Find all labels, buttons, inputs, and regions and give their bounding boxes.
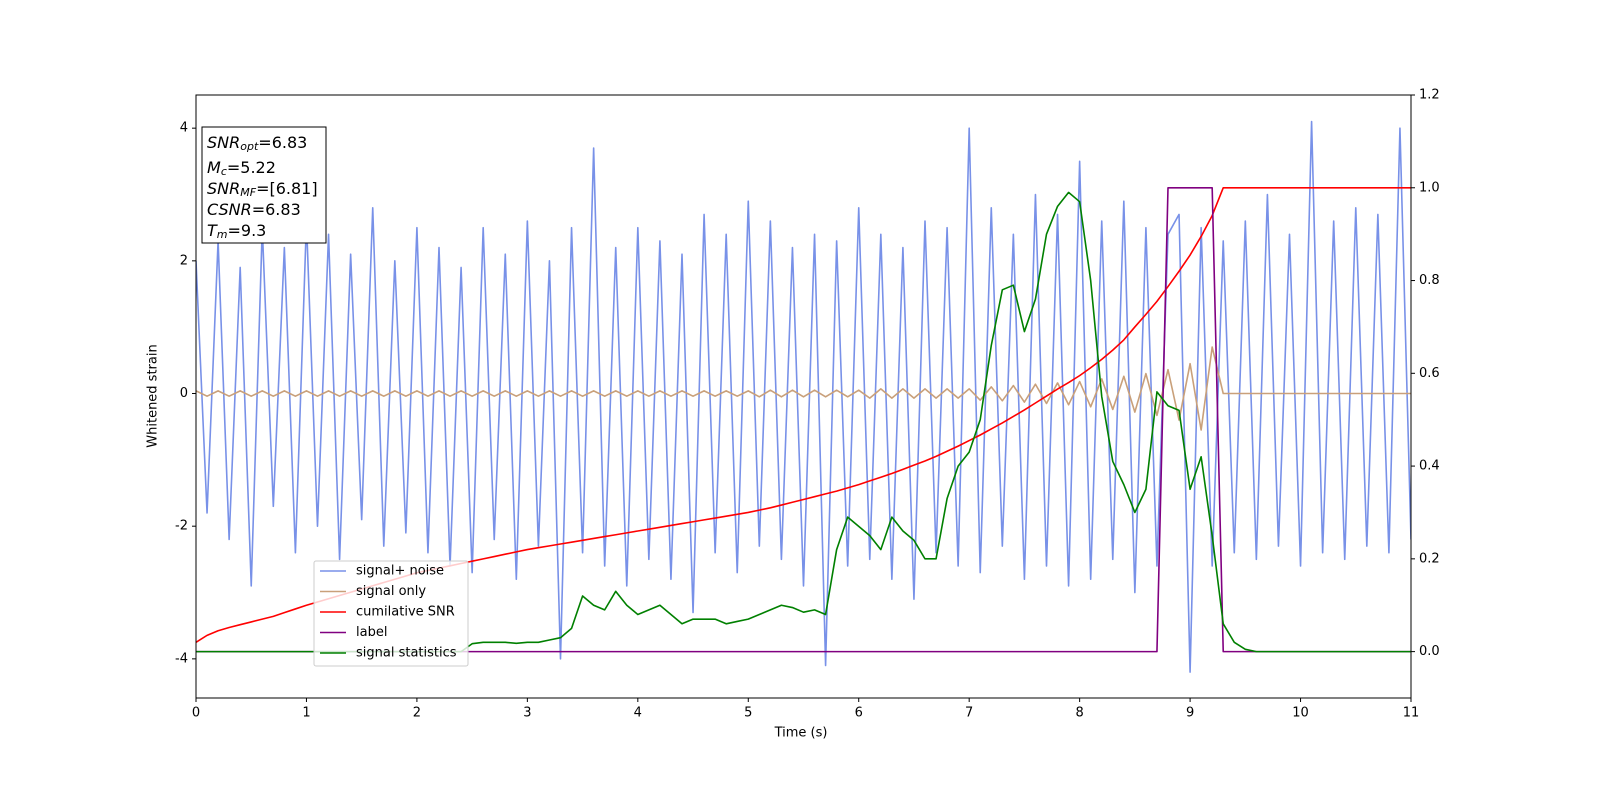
y2-tick-label: 0.8 bbox=[1419, 273, 1440, 288]
annotation: SNRMF=[6.81] bbox=[207, 179, 318, 200]
annotation-text: =5.22 bbox=[227, 158, 276, 177]
annotation: Mc=5.22 bbox=[207, 158, 276, 179]
annotation-name: M bbox=[207, 158, 221, 177]
annotation-sub: c bbox=[221, 165, 227, 178]
legend-label: signal+ noise bbox=[356, 564, 444, 579]
legend-label: signal statistics bbox=[356, 646, 457, 661]
annotation-name: SNR bbox=[207, 179, 240, 198]
y-tick-label: -2 bbox=[175, 519, 188, 534]
legend-label: label bbox=[356, 625, 387, 640]
y2-tick-label: 0.4 bbox=[1419, 459, 1440, 474]
annotation-text: =6.83 bbox=[252, 200, 301, 219]
x-tick-label: 10 bbox=[1292, 706, 1309, 721]
legend: signal+ noise signal only cumilative SNR la… bbox=[313, 560, 469, 667]
x-tick-label: 5 bbox=[744, 706, 752, 721]
annotation-sub: opt bbox=[240, 140, 259, 153]
x-tick-label: 8 bbox=[1075, 706, 1083, 721]
legend-frame bbox=[313, 560, 469, 667]
y2-tick-label: 0.0 bbox=[1419, 644, 1440, 659]
x-tick-label: 11 bbox=[1403, 706, 1420, 721]
annotation-sub: m bbox=[217, 228, 228, 241]
annotation-name: T bbox=[207, 221, 218, 240]
y-tick-label: 0 bbox=[180, 386, 188, 401]
x-tick-label: 3 bbox=[523, 706, 531, 721]
annotation: SNRopt=6.83 bbox=[207, 133, 307, 154]
annotation-name: SNR bbox=[207, 133, 240, 152]
x-tick-label: 2 bbox=[413, 706, 421, 721]
legend-label: signal only bbox=[356, 584, 426, 599]
annotation-sub: MF bbox=[240, 186, 256, 199]
x-tick-label: 1 bbox=[302, 706, 310, 721]
y2-tick-label: 1.0 bbox=[1419, 180, 1440, 195]
series-line bbox=[196, 120, 1411, 673]
y2-tick-label: 0.6 bbox=[1419, 366, 1440, 381]
y-tick-label: 4 bbox=[180, 121, 188, 136]
annotation-text: =[6.81] bbox=[256, 179, 318, 198]
y-tick-label: -4 bbox=[175, 651, 188, 666]
x-tick-label: 4 bbox=[634, 706, 642, 721]
legend-label: cumilative SNR bbox=[356, 605, 455, 620]
annotation-text: =9.3 bbox=[228, 221, 267, 240]
annotation: CSNR=6.83 bbox=[207, 200, 301, 219]
y-axis-label: Whitened strain bbox=[146, 344, 161, 447]
y-tick-label: 2 bbox=[180, 253, 188, 268]
x-axis-label: Time (s) bbox=[774, 726, 828, 741]
x-tick-label: 9 bbox=[1186, 706, 1194, 721]
annotation-text: =6.83 bbox=[258, 133, 307, 152]
y2-tick-label: 0.2 bbox=[1419, 551, 1440, 566]
series-line bbox=[196, 346, 1411, 431]
x-tick-label: 7 bbox=[965, 706, 973, 721]
annotation-frame bbox=[201, 126, 327, 244]
plot-frame bbox=[195, 94, 1412, 699]
annotation: Tm=9.3 bbox=[207, 221, 266, 242]
annotation-name: CSNR bbox=[207, 200, 252, 219]
x-tick-label: 6 bbox=[855, 706, 863, 721]
x-tick-label: 0 bbox=[192, 706, 200, 721]
y2-tick-label: 1.2 bbox=[1419, 88, 1440, 103]
annotation-box: SNRopt=6.83Mc=5.22SNRMF=[6.81]CSNR=6.83T… bbox=[201, 126, 327, 244]
